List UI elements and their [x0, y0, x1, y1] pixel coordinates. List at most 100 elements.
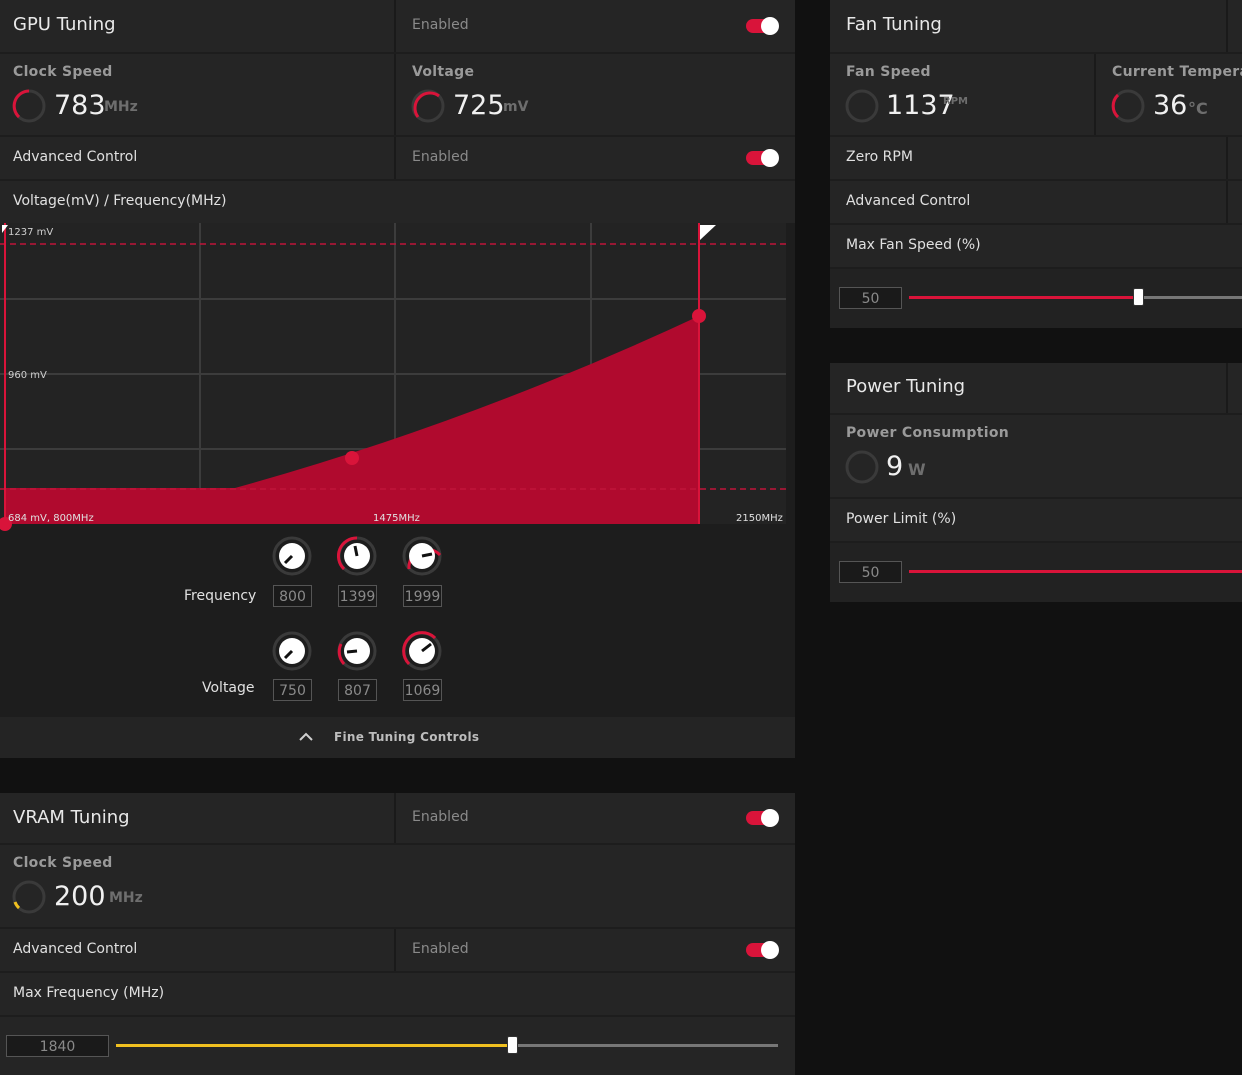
vram-metrics-row: Clock Speed 200 MHz — [0, 845, 795, 927]
voltage-frequency-curve[interactable]: 1237 mV 960 mV 684 mV, 800MHz 1475MHz 21… — [0, 223, 795, 533]
gpu-curve-header-row: Voltage(mV) / Frequency(MHz) — [0, 181, 795, 223]
fan-speed-unit: RPM — [943, 96, 968, 107]
vram-max-frequency-row: Max Frequency (MHz) — [0, 973, 795, 1015]
power-gauge-icon — [845, 450, 879, 484]
voltage-row-label: Voltage — [202, 680, 255, 696]
power-slider-fill[interactable] — [909, 570, 1242, 573]
frequency-knob-3-icon[interactable] — [401, 535, 443, 577]
fan-temperature-label: Current Temperatu — [1112, 64, 1242, 80]
vram-tuning-title: VRAM Tuning — [13, 807, 130, 828]
power-limit-label: Power Limit (%) — [846, 511, 957, 527]
fan-metrics-row: Fan Speed 1137 RPM Current Temperatu 36 … — [830, 54, 1242, 135]
power-tuning-header: Power Tuning — [830, 363, 1242, 413]
gpu-clock-gauge-icon — [12, 89, 46, 123]
fan-slider-row: 50 — [830, 269, 1242, 328]
voltage-input-3[interactable]: 1069 — [403, 679, 442, 701]
curve-label-mid: 960 mV — [8, 370, 47, 381]
vram-advanced-enabled-label: Enabled — [412, 941, 469, 957]
vram-slider-thumb[interactable] — [507, 1036, 518, 1054]
fan-speed-value: 1137 — [886, 90, 955, 121]
vram-advanced-control-row: Advanced Control Enabled — [0, 929, 795, 971]
gpu-advanced-enabled-label: Enabled — [412, 149, 469, 165]
vram-advanced-toggle[interactable] — [746, 941, 779, 959]
fan-tuning-title: Fan Tuning — [846, 14, 942, 35]
zero-rpm-row: Zero RPM — [830, 137, 1242, 179]
frequency-input-1[interactable]: 800 — [273, 585, 312, 607]
fan-speed-gauge-icon — [845, 89, 879, 123]
fan-advanced-control-label: Advanced Control — [846, 193, 971, 209]
voltage-knob-2-icon[interactable] — [336, 630, 378, 672]
vram-clock-unit: MHz — [109, 890, 143, 906]
max-frequency-handle[interactable] — [700, 225, 716, 240]
gpu-tuning-title: GPU Tuning — [13, 14, 116, 35]
vram-tuning-header: VRAM Tuning Enabled — [0, 793, 795, 843]
vram-clock-gauge-icon — [12, 880, 46, 914]
zero-rpm-label: Zero RPM — [846, 149, 913, 165]
gpu-voltage-gauge-icon — [411, 89, 445, 123]
power-consumption-value: 9 — [886, 451, 904, 482]
fan-advanced-control-row: Advanced Control — [830, 181, 1242, 223]
voltage-knob-3-icon[interactable] — [401, 630, 443, 672]
fine-tuning-label: Fine Tuning Controls — [334, 730, 480, 744]
gpu-advanced-control-label: Advanced Control — [13, 149, 138, 165]
frequency-knob-2-icon[interactable] — [336, 535, 378, 577]
gpu-clock-unit: MHz — [104, 99, 138, 115]
gpu-tuning-header: GPU Tuning Enabled — [0, 0, 795, 52]
frequency-knob-1-icon[interactable] — [271, 535, 313, 577]
fan-slider-fill — [909, 296, 1139, 299]
fan-temperature-unit: °C — [1188, 99, 1208, 118]
power-metrics-row: Power Consumption 9 W — [830, 415, 1242, 497]
fan-slider-thumb[interactable] — [1133, 288, 1144, 306]
max-fan-speed-row: Max Fan Speed (%) — [830, 225, 1242, 267]
fine-tuning-footer[interactable]: Fine Tuning Controls — [0, 717, 795, 758]
voltage-input-2[interactable]: 807 — [338, 679, 377, 701]
temperature-gauge-icon — [1111, 89, 1145, 123]
curve-label-bottom-left: 684 mV, 800MHz — [8, 513, 94, 524]
gpu-tuning-toggle[interactable] — [746, 17, 779, 35]
gpu-metrics-row: Clock Speed 783 MHz Voltage 725 mV — [0, 54, 795, 135]
power-tuning-title: Power Tuning — [846, 376, 966, 397]
gpu-clock-label: Clock Speed — [13, 64, 113, 80]
fan-speed-label: Fan Speed — [846, 64, 931, 80]
fan-temperature-value: 36 — [1153, 90, 1188, 121]
vram-advanced-control-label: Advanced Control — [13, 941, 138, 957]
gpu-advanced-toggle[interactable] — [746, 149, 779, 167]
vram-max-frequency-input[interactable]: 1840 — [6, 1035, 109, 1057]
curve-label-bottom-mid: 1475MHz — [373, 513, 420, 524]
power-consumption-label: Power Consumption — [846, 425, 1010, 441]
power-limit-row: Power Limit (%) — [830, 499, 1242, 541]
chevron-up-icon — [299, 732, 313, 741]
max-fan-speed-label: Max Fan Speed (%) — [846, 237, 981, 253]
curve-point-3[interactable] — [692, 309, 706, 323]
vram-clock-value: 200 — [54, 881, 106, 912]
gpu-clock-value: 783 — [54, 90, 106, 121]
fan-tuning-header: Fan Tuning — [830, 0, 1242, 52]
voltage-input-1[interactable]: 750 — [273, 679, 312, 701]
gpu-tuning-enabled-label: Enabled — [412, 17, 469, 33]
min-frequency-handle[interactable] — [2, 225, 8, 233]
curve-label-bottom-right: 2150MHz — [736, 513, 783, 524]
max-fan-speed-input[interactable]: 50 — [839, 287, 902, 309]
vram-slider-row: 1840 — [0, 1017, 795, 1075]
vram-clock-label: Clock Speed — [13, 855, 113, 871]
vram-slider-fill — [116, 1044, 512, 1047]
gpu-curve-header: Voltage(mV) / Frequency(MHz) — [13, 193, 227, 209]
power-tuning-panel: Power Tuning Power Consumption 9 W Power… — [830, 363, 1242, 602]
voltage-knob-1-icon[interactable] — [271, 630, 313, 672]
fan-tuning-panel: Fan Tuning Fan Speed 1137 RPM Current Te… — [830, 0, 1242, 328]
vram-tuning-panel: VRAM Tuning Enabled Clock Speed 200 MHz … — [0, 793, 795, 1075]
curve-area — [5, 316, 699, 524]
power-slider-row: 50 — [830, 543, 1242, 602]
vram-max-frequency-label: Max Frequency (MHz) — [13, 985, 165, 1001]
gpu-voltage-value: 725 — [453, 90, 505, 121]
power-limit-input[interactable]: 50 — [839, 561, 902, 583]
frequency-input-3[interactable]: 1999 — [403, 585, 442, 607]
vram-tuning-toggle[interactable] — [746, 809, 779, 827]
curve-point-1[interactable] — [0, 517, 12, 531]
gpu-voltage-label: Voltage — [412, 64, 475, 80]
curve-label-top: 1237 mV — [8, 227, 53, 238]
curve-point-2[interactable] — [345, 451, 359, 465]
vram-tuning-enabled-label: Enabled — [412, 809, 469, 825]
frequency-input-2[interactable]: 1399 — [338, 585, 377, 607]
frequency-row-label: Frequency — [184, 588, 257, 604]
